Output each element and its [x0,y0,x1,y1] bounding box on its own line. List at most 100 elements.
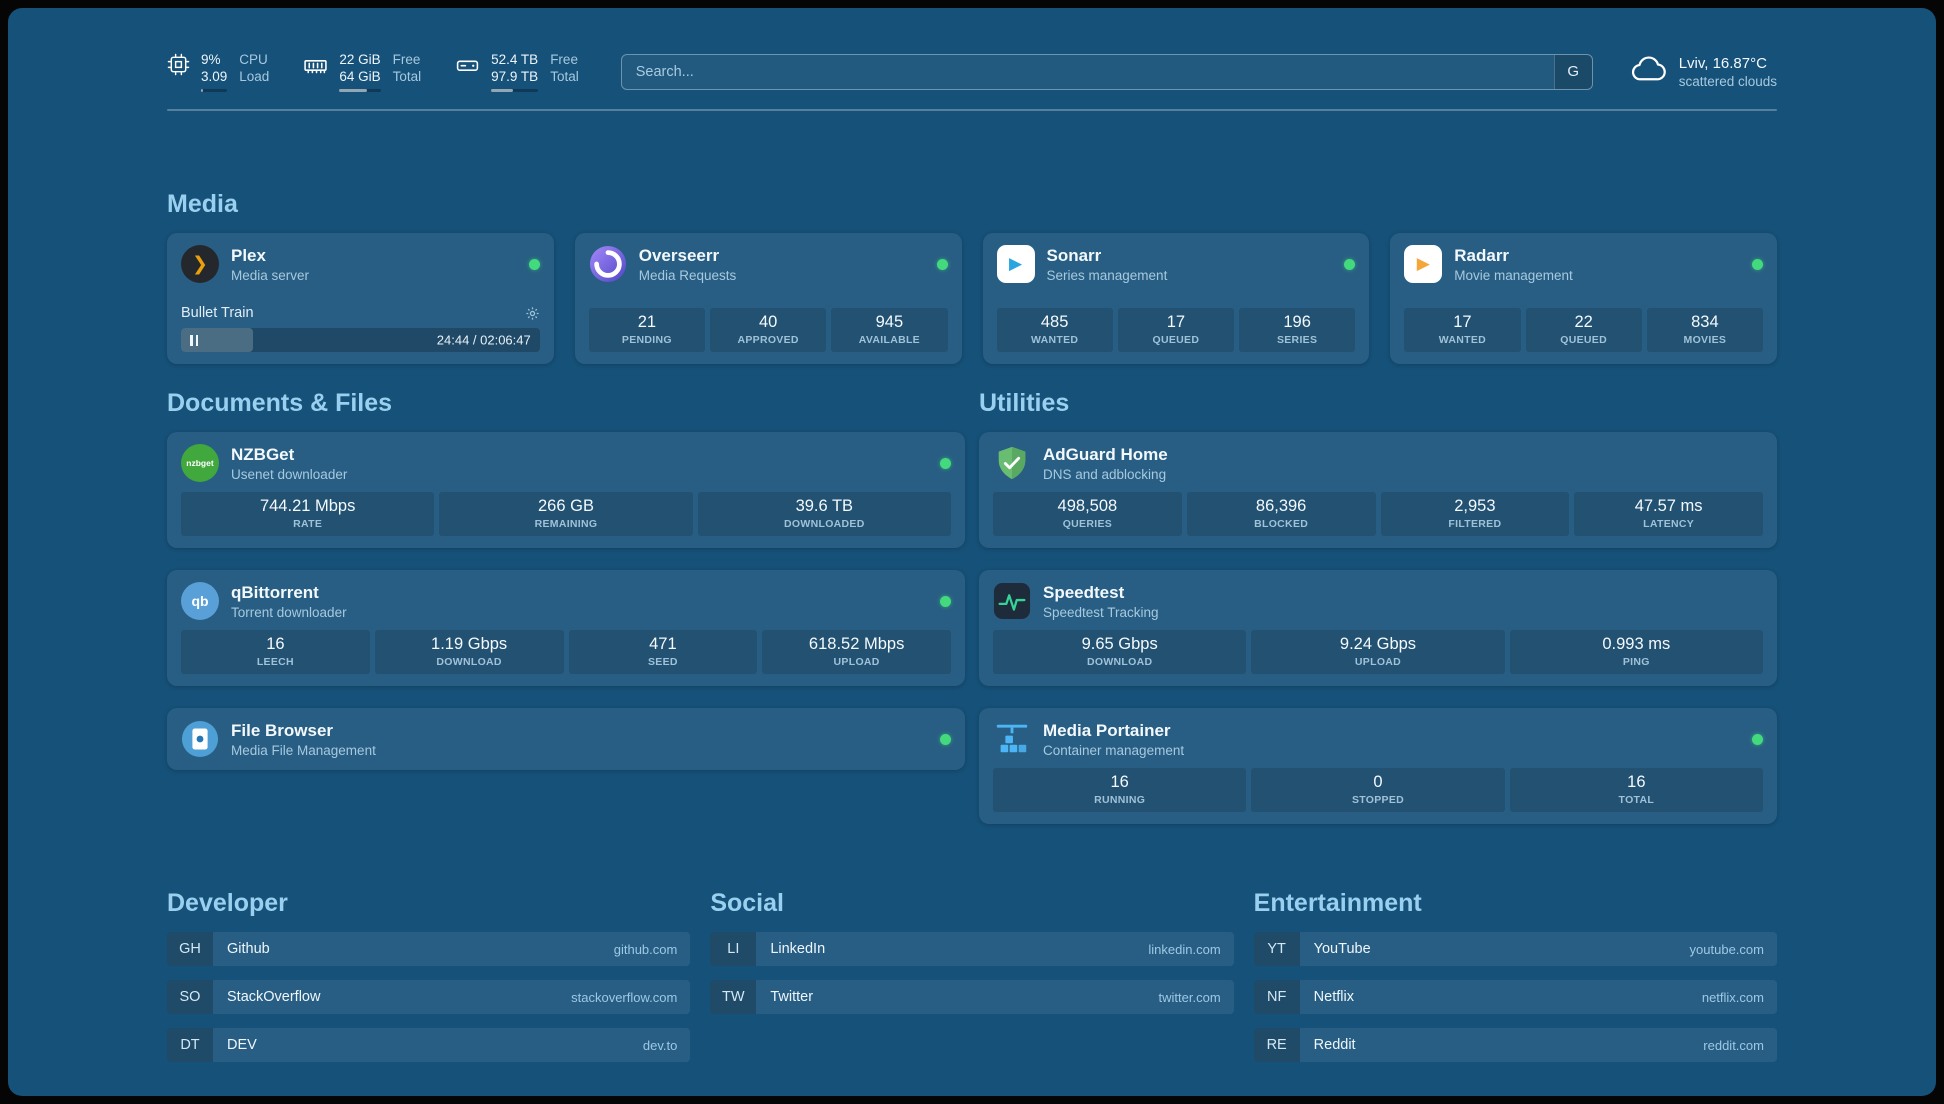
stat-value: 21 [637,313,657,331]
bookmark-group-entertainment: Entertainment YT YouTube youtube.com NF … [1253,888,1777,1076]
stat-value: 196 [1283,313,1311,331]
bookmark-url: youtube.com [1689,941,1764,957]
stat-label: RATE [293,518,323,530]
app-card-speedtest[interactable]: Speedtest Speedtest Tracking 9.65 Gbps D… [979,570,1777,686]
stat-value: 485 [1040,313,1069,331]
bookmark-abbr: YT [1253,932,1300,966]
disk-widget: 52.4 TB 97.9 TB Free Total [455,51,579,92]
bookmark-abbr: TW [710,980,757,1014]
app-card-nzbget[interactable]: nzbget NZBGet Usenet downloader 744.21 M… [167,432,965,548]
stat-value: 266 GB [538,497,594,515]
cpu-load-value: 3.09 [201,69,228,84]
bookmark-name: Twitter [770,989,814,1005]
dashboard-content: 9% 3.09 CPU Load 22 GiB 64 GiB [167,8,1777,1076]
stat-series: 196 SERIES [1239,308,1356,352]
app-subtitle: Series management [1046,267,1168,283]
memory-free-value: 22 GiB [339,52,381,67]
bookmark-netflix[interactable]: NF Netflix netflix.com [1253,980,1777,1014]
app-card-adguard-home[interactable]: AdGuard Home DNS and adblocking 498,508 … [979,432,1777,548]
gear-icon[interactable] [525,306,540,321]
disk-progress-fill [491,89,513,92]
bookmark-dev[interactable]: DT DEV dev.to [167,1028,691,1062]
stat-label: DOWNLOAD [436,656,502,668]
stat-label: UPLOAD [833,656,880,668]
stat-value: 1.19 Gbps [431,635,508,653]
bookmark-url: netflix.com [1701,989,1764,1005]
section-documents: Documents & Files nzbget NZBGet Usenet d… [167,388,965,824]
status-indicator [936,258,948,270]
stat-value: 9.24 Gbps [1339,635,1417,653]
bookmark-abbr: GH [167,932,213,966]
stat-value: 17 [1166,313,1186,331]
bookmark-abbr: NF [1253,980,1300,1014]
stat-label: LEECH [256,656,294,668]
plex-icon: ❯ [181,245,219,283]
stat-pending: 21 PENDING [588,308,705,352]
search-input[interactable] [621,54,1554,89]
section-title-developer: Developer [167,889,288,917]
stat-value: 16 [266,635,285,653]
bookmark-url: github.com [613,941,678,957]
app-card-sonarr[interactable]: ▶ Sonarr Series management 485 WANTED 17 [982,233,1370,364]
memory-total-value: 64 GiB [339,69,381,84]
stat-download: 1.19 Gbps DOWNLOAD [374,630,564,674]
app-card-radarr[interactable]: ▶ Radarr Movie management 17 WANTED 22 [1390,233,1777,364]
playback-progress-bar[interactable]: 24:44 / 02:06:47 [181,328,540,352]
stat-label: REMAINING [534,518,598,530]
app-card-overseerr[interactable]: Overseerr Media Requests 21 PENDING 40 A… [574,233,962,364]
pause-icon[interactable] [190,334,201,346]
stat-value: 945 [875,313,904,331]
stat-label: TOTAL [1618,794,1655,806]
stat-label: SERIES [1276,334,1318,346]
section-title-entertainment: Entertainment [1253,889,1422,917]
stat-value: 40 [758,313,778,331]
app-name: Media Portainer [1043,720,1171,740]
stat-value: 16 [1627,773,1646,791]
disk-icon [455,53,480,78]
bookmark-url: dev.to [642,1037,678,1053]
stat-label: QUEUED [1152,334,1200,346]
bookmark-group-developer: Developer GH Github github.com SO StackO… [167,888,691,1076]
bookmark-linkedin[interactable]: LI LinkedIn linkedin.com [710,932,1234,966]
bookmark-name: LinkedIn [770,941,826,957]
top-bar: 9% 3.09 CPU Load 22 GiB 64 GiB [167,8,1777,93]
stat-label: SEED [647,656,678,668]
memory-total-label: Total [392,69,422,84]
app-subtitle: Speedtest Tracking [1043,604,1159,620]
search-provider-button[interactable]: G [1553,54,1592,89]
stat-label: BLOCKED [1254,518,1309,530]
bookmark-abbr: DT [167,1028,213,1062]
disk-free-label: Free [550,52,578,67]
bookmark-youtube[interactable]: YT YouTube youtube.com [1253,932,1777,966]
stat-download: 9.65 Gbps DOWNLOAD [993,630,1247,674]
bookmark-twitter[interactable]: TW Twitter twitter.com [710,980,1234,1014]
app-card-filebrowser[interactable]: File Browser Media File Management [167,708,965,770]
bookmark-url: reddit.com [1703,1037,1764,1053]
sonarr-play-glyph: ▶ [1008,254,1023,273]
playback-time: 24:44 / 02:06:47 [436,332,531,348]
bookmark-stackoverflow[interactable]: SO StackOverflow stackoverflow.com [167,980,691,1014]
status-indicator [940,595,951,607]
stat-value: 17 [1453,313,1472,331]
bookmark-github[interactable]: GH Github github.com [167,932,691,966]
section-title-documents: Documents & Files [167,389,393,417]
stat-label: DOWNLOADED [784,518,865,530]
status-indicator [940,457,951,469]
cpu-icon [167,53,190,76]
now-playing-title: Bullet Train [181,305,254,321]
bookmark-reddit[interactable]: RE Reddit reddit.com [1253,1028,1777,1062]
dashboard-window: 9% 3.09 CPU Load 22 GiB 64 GiB [8,8,1936,1096]
section-title-social: Social [710,889,784,917]
cloud-icon [1629,50,1667,93]
bookmark-abbr: SO [167,980,213,1014]
app-card-qbittorrent[interactable]: qb qBittorrent Torrent downloader 16 LEE… [167,570,965,686]
app-card-plex[interactable]: ❯ Plex Media server Bullet Train [167,233,554,364]
playback-progress-fill [181,328,253,352]
weather-condition: scattered clouds [1678,73,1777,89]
stat-label: WANTED [1438,334,1487,346]
stat-queued: 17 QUEUED [1117,308,1234,352]
stat-label: RUNNING [1094,794,1146,806]
memory-progress-bar [339,89,381,92]
memory-icon [303,53,328,78]
app-card-media-portainer[interactable]: Media Portainer Container management 16 … [979,708,1777,824]
